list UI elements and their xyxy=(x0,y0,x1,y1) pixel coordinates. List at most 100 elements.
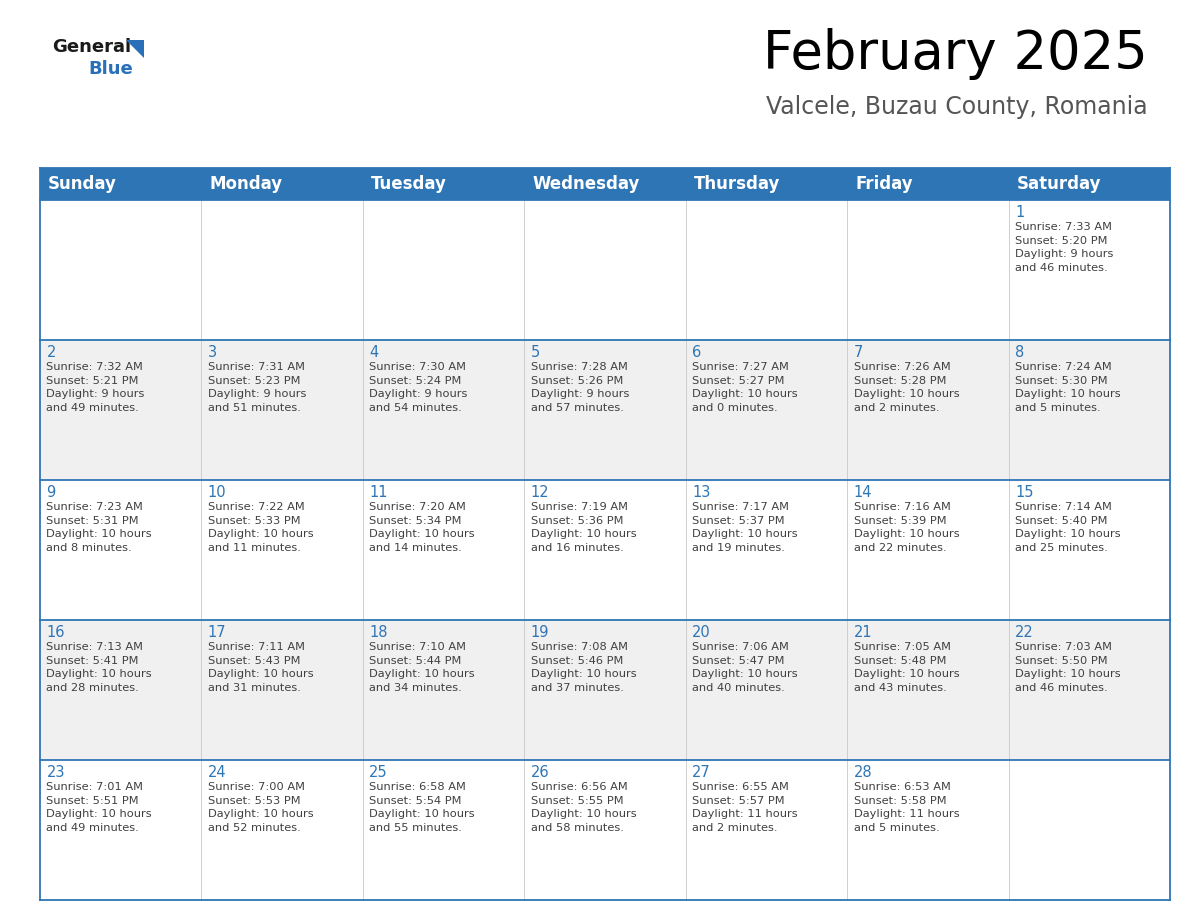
Text: Sunrise: 7:06 AM
Sunset: 5:47 PM
Daylight: 10 hours
and 40 minutes.: Sunrise: 7:06 AM Sunset: 5:47 PM Dayligh… xyxy=(693,642,798,693)
Bar xyxy=(847,620,1009,760)
Bar xyxy=(524,480,685,620)
Text: Sunrise: 7:17 AM
Sunset: 5:37 PM
Daylight: 10 hours
and 19 minutes.: Sunrise: 7:17 AM Sunset: 5:37 PM Dayligh… xyxy=(693,502,798,553)
Text: Thursday: Thursday xyxy=(694,175,781,193)
Polygon shape xyxy=(126,40,144,58)
Text: 15: 15 xyxy=(1015,485,1034,500)
Text: Sunrise: 7:28 AM
Sunset: 5:26 PM
Daylight: 9 hours
and 57 minutes.: Sunrise: 7:28 AM Sunset: 5:26 PM Dayligh… xyxy=(531,362,630,413)
Text: 3: 3 xyxy=(208,345,217,360)
Bar xyxy=(202,168,362,200)
Text: 4: 4 xyxy=(369,345,379,360)
Text: 10: 10 xyxy=(208,485,227,500)
Text: Sunrise: 7:30 AM
Sunset: 5:24 PM
Daylight: 9 hours
and 54 minutes.: Sunrise: 7:30 AM Sunset: 5:24 PM Dayligh… xyxy=(369,362,468,413)
Bar xyxy=(362,620,524,760)
Text: 22: 22 xyxy=(1015,625,1034,640)
Text: Blue: Blue xyxy=(88,60,133,78)
Bar xyxy=(685,200,847,340)
Text: Sunrise: 7:24 AM
Sunset: 5:30 PM
Daylight: 10 hours
and 5 minutes.: Sunrise: 7:24 AM Sunset: 5:30 PM Dayligh… xyxy=(1015,362,1120,413)
Bar xyxy=(40,200,202,340)
Text: Sunrise: 6:58 AM
Sunset: 5:54 PM
Daylight: 10 hours
and 55 minutes.: Sunrise: 6:58 AM Sunset: 5:54 PM Dayligh… xyxy=(369,782,475,833)
Text: Sunrise: 7:16 AM
Sunset: 5:39 PM
Daylight: 10 hours
and 22 minutes.: Sunrise: 7:16 AM Sunset: 5:39 PM Dayligh… xyxy=(854,502,959,553)
Text: Sunrise: 7:33 AM
Sunset: 5:20 PM
Daylight: 9 hours
and 46 minutes.: Sunrise: 7:33 AM Sunset: 5:20 PM Dayligh… xyxy=(1015,222,1113,273)
Bar xyxy=(1009,168,1170,200)
Bar xyxy=(40,168,202,200)
Text: 5: 5 xyxy=(531,345,541,360)
Bar xyxy=(362,340,524,480)
Text: 12: 12 xyxy=(531,485,549,500)
Text: 26: 26 xyxy=(531,765,549,780)
Bar xyxy=(847,168,1009,200)
Text: Sunrise: 7:31 AM
Sunset: 5:23 PM
Daylight: 9 hours
and 51 minutes.: Sunrise: 7:31 AM Sunset: 5:23 PM Dayligh… xyxy=(208,362,307,413)
Text: General: General xyxy=(52,38,131,56)
Text: Sunrise: 7:11 AM
Sunset: 5:43 PM
Daylight: 10 hours
and 31 minutes.: Sunrise: 7:11 AM Sunset: 5:43 PM Dayligh… xyxy=(208,642,314,693)
Bar xyxy=(847,340,1009,480)
Text: 17: 17 xyxy=(208,625,227,640)
Text: Wednesday: Wednesday xyxy=(532,175,639,193)
Bar xyxy=(202,760,362,900)
Bar xyxy=(202,480,362,620)
Text: 19: 19 xyxy=(531,625,549,640)
Text: 20: 20 xyxy=(693,625,710,640)
Text: Saturday: Saturday xyxy=(1017,175,1101,193)
Text: Sunrise: 7:26 AM
Sunset: 5:28 PM
Daylight: 10 hours
and 2 minutes.: Sunrise: 7:26 AM Sunset: 5:28 PM Dayligh… xyxy=(854,362,959,413)
Bar xyxy=(685,620,847,760)
Text: 2: 2 xyxy=(46,345,56,360)
Bar xyxy=(685,480,847,620)
Bar xyxy=(685,340,847,480)
Bar xyxy=(685,168,847,200)
Bar xyxy=(685,760,847,900)
Text: 27: 27 xyxy=(693,765,710,780)
Bar xyxy=(40,340,202,480)
Text: Tuesday: Tuesday xyxy=(371,175,447,193)
Text: 1: 1 xyxy=(1015,205,1024,220)
Bar xyxy=(524,168,685,200)
Text: 16: 16 xyxy=(46,625,65,640)
Text: 28: 28 xyxy=(854,765,872,780)
Text: Sunrise: 7:20 AM
Sunset: 5:34 PM
Daylight: 10 hours
and 14 minutes.: Sunrise: 7:20 AM Sunset: 5:34 PM Dayligh… xyxy=(369,502,475,553)
Text: Sunrise: 6:55 AM
Sunset: 5:57 PM
Daylight: 11 hours
and 2 minutes.: Sunrise: 6:55 AM Sunset: 5:57 PM Dayligh… xyxy=(693,782,798,833)
Text: Sunrise: 7:03 AM
Sunset: 5:50 PM
Daylight: 10 hours
and 46 minutes.: Sunrise: 7:03 AM Sunset: 5:50 PM Dayligh… xyxy=(1015,642,1120,693)
Text: Sunrise: 7:01 AM
Sunset: 5:51 PM
Daylight: 10 hours
and 49 minutes.: Sunrise: 7:01 AM Sunset: 5:51 PM Dayligh… xyxy=(46,782,152,833)
Text: Valcele, Buzau County, Romania: Valcele, Buzau County, Romania xyxy=(766,95,1148,119)
Text: February 2025: February 2025 xyxy=(763,28,1148,80)
Bar xyxy=(1009,200,1170,340)
Bar xyxy=(847,200,1009,340)
Text: Sunrise: 6:56 AM
Sunset: 5:55 PM
Daylight: 10 hours
and 58 minutes.: Sunrise: 6:56 AM Sunset: 5:55 PM Dayligh… xyxy=(531,782,637,833)
Text: 6: 6 xyxy=(693,345,701,360)
Bar xyxy=(202,620,362,760)
Text: Sunrise: 7:23 AM
Sunset: 5:31 PM
Daylight: 10 hours
and 8 minutes.: Sunrise: 7:23 AM Sunset: 5:31 PM Dayligh… xyxy=(46,502,152,553)
Bar xyxy=(362,760,524,900)
Bar xyxy=(524,200,685,340)
Bar xyxy=(1009,760,1170,900)
Bar xyxy=(40,480,202,620)
Text: 11: 11 xyxy=(369,485,387,500)
Text: 8: 8 xyxy=(1015,345,1024,360)
Bar xyxy=(847,760,1009,900)
Text: Sunday: Sunday xyxy=(48,175,116,193)
Text: 25: 25 xyxy=(369,765,388,780)
Bar xyxy=(40,760,202,900)
Bar xyxy=(847,480,1009,620)
Bar xyxy=(362,200,524,340)
Text: Sunrise: 7:00 AM
Sunset: 5:53 PM
Daylight: 10 hours
and 52 minutes.: Sunrise: 7:00 AM Sunset: 5:53 PM Dayligh… xyxy=(208,782,314,833)
Text: Sunrise: 7:10 AM
Sunset: 5:44 PM
Daylight: 10 hours
and 34 minutes.: Sunrise: 7:10 AM Sunset: 5:44 PM Dayligh… xyxy=(369,642,475,693)
Text: Sunrise: 7:22 AM
Sunset: 5:33 PM
Daylight: 10 hours
and 11 minutes.: Sunrise: 7:22 AM Sunset: 5:33 PM Dayligh… xyxy=(208,502,314,553)
Text: 21: 21 xyxy=(854,625,872,640)
Text: Sunrise: 7:13 AM
Sunset: 5:41 PM
Daylight: 10 hours
and 28 minutes.: Sunrise: 7:13 AM Sunset: 5:41 PM Dayligh… xyxy=(46,642,152,693)
Bar xyxy=(202,200,362,340)
Bar xyxy=(202,340,362,480)
Text: 18: 18 xyxy=(369,625,387,640)
Text: Friday: Friday xyxy=(855,175,912,193)
Bar xyxy=(1009,620,1170,760)
Text: Sunrise: 7:19 AM
Sunset: 5:36 PM
Daylight: 10 hours
and 16 minutes.: Sunrise: 7:19 AM Sunset: 5:36 PM Dayligh… xyxy=(531,502,637,553)
Bar xyxy=(524,340,685,480)
Text: Sunrise: 7:05 AM
Sunset: 5:48 PM
Daylight: 10 hours
and 43 minutes.: Sunrise: 7:05 AM Sunset: 5:48 PM Dayligh… xyxy=(854,642,959,693)
Text: 23: 23 xyxy=(46,765,65,780)
Text: Sunrise: 7:08 AM
Sunset: 5:46 PM
Daylight: 10 hours
and 37 minutes.: Sunrise: 7:08 AM Sunset: 5:46 PM Dayligh… xyxy=(531,642,637,693)
Bar xyxy=(524,620,685,760)
Bar xyxy=(1009,480,1170,620)
Text: 9: 9 xyxy=(46,485,56,500)
Text: 14: 14 xyxy=(854,485,872,500)
Text: Sunrise: 6:53 AM
Sunset: 5:58 PM
Daylight: 11 hours
and 5 minutes.: Sunrise: 6:53 AM Sunset: 5:58 PM Dayligh… xyxy=(854,782,959,833)
Bar xyxy=(524,760,685,900)
Text: 24: 24 xyxy=(208,765,227,780)
